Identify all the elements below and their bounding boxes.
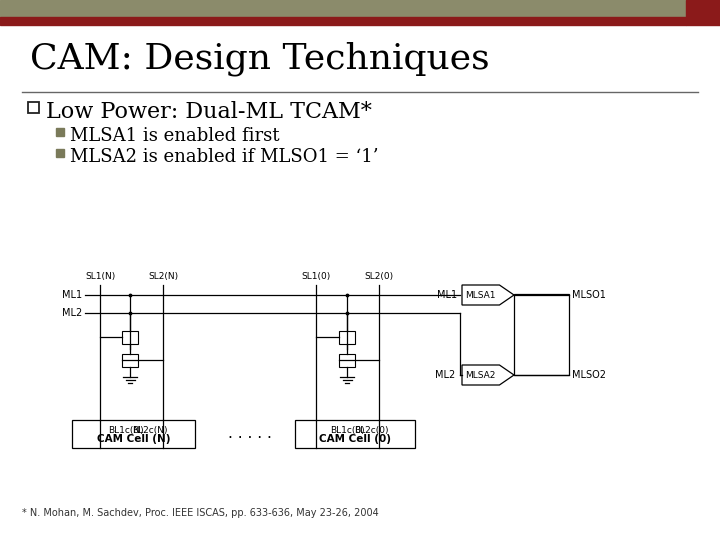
Bar: [56, 149, 64, 157]
Text: SL2(0): SL2(0): [364, 272, 394, 281]
Bar: [0, 0, 686, 17]
Text: MLSA2 is enabled if MLSO1 = ‘1’: MLSA2 is enabled if MLSO1 = ‘1’: [70, 148, 379, 166]
Text: BL1c(0): BL1c(0): [330, 426, 364, 435]
Bar: [122, 330, 138, 343]
Text: ML2: ML2: [435, 370, 455, 380]
Text: MLSO1: MLSO1: [572, 290, 606, 300]
Text: BL2c(N): BL2c(N): [132, 426, 167, 435]
Text: CAM Cell (N): CAM Cell (N): [96, 434, 170, 444]
Bar: [72, 420, 195, 448]
Text: MLSO2: MLSO2: [572, 370, 606, 380]
Bar: [28, 102, 39, 113]
Text: CAM: Design Techniques: CAM: Design Techniques: [30, 42, 490, 77]
Text: MLSA1: MLSA1: [465, 291, 496, 300]
Text: ML2: ML2: [62, 308, 82, 318]
Text: BL2c(0): BL2c(0): [354, 426, 388, 435]
Bar: [514, 294, 569, 375]
Text: MLSA2: MLSA2: [466, 370, 496, 380]
Text: SL1(0): SL1(0): [302, 272, 330, 281]
Bar: [339, 354, 355, 367]
Text: * N. Mohan, M. Sachdev, Proc. IEEE ISCAS, pp. 633-636, May 23-26, 2004: * N. Mohan, M. Sachdev, Proc. IEEE ISCAS…: [22, 508, 379, 518]
Bar: [686, 0, 720, 25]
Text: MLSA1 is enabled first: MLSA1 is enabled first: [70, 127, 279, 145]
Bar: [0, 17, 686, 25]
Text: . . . . .: . . . . .: [228, 427, 272, 442]
Bar: [295, 420, 415, 448]
Text: SL1(N): SL1(N): [85, 272, 115, 281]
Bar: [56, 128, 64, 136]
Text: Low Power: Dual-ML TCAM*: Low Power: Dual-ML TCAM*: [46, 101, 372, 123]
Text: SL2(N): SL2(N): [148, 272, 178, 281]
Bar: [122, 354, 138, 367]
Bar: [339, 330, 355, 343]
Text: ML1: ML1: [62, 290, 82, 300]
Text: BL1c(N): BL1c(N): [108, 426, 143, 435]
Text: ML1: ML1: [437, 290, 457, 300]
Text: CAM Cell (0): CAM Cell (0): [319, 434, 391, 444]
